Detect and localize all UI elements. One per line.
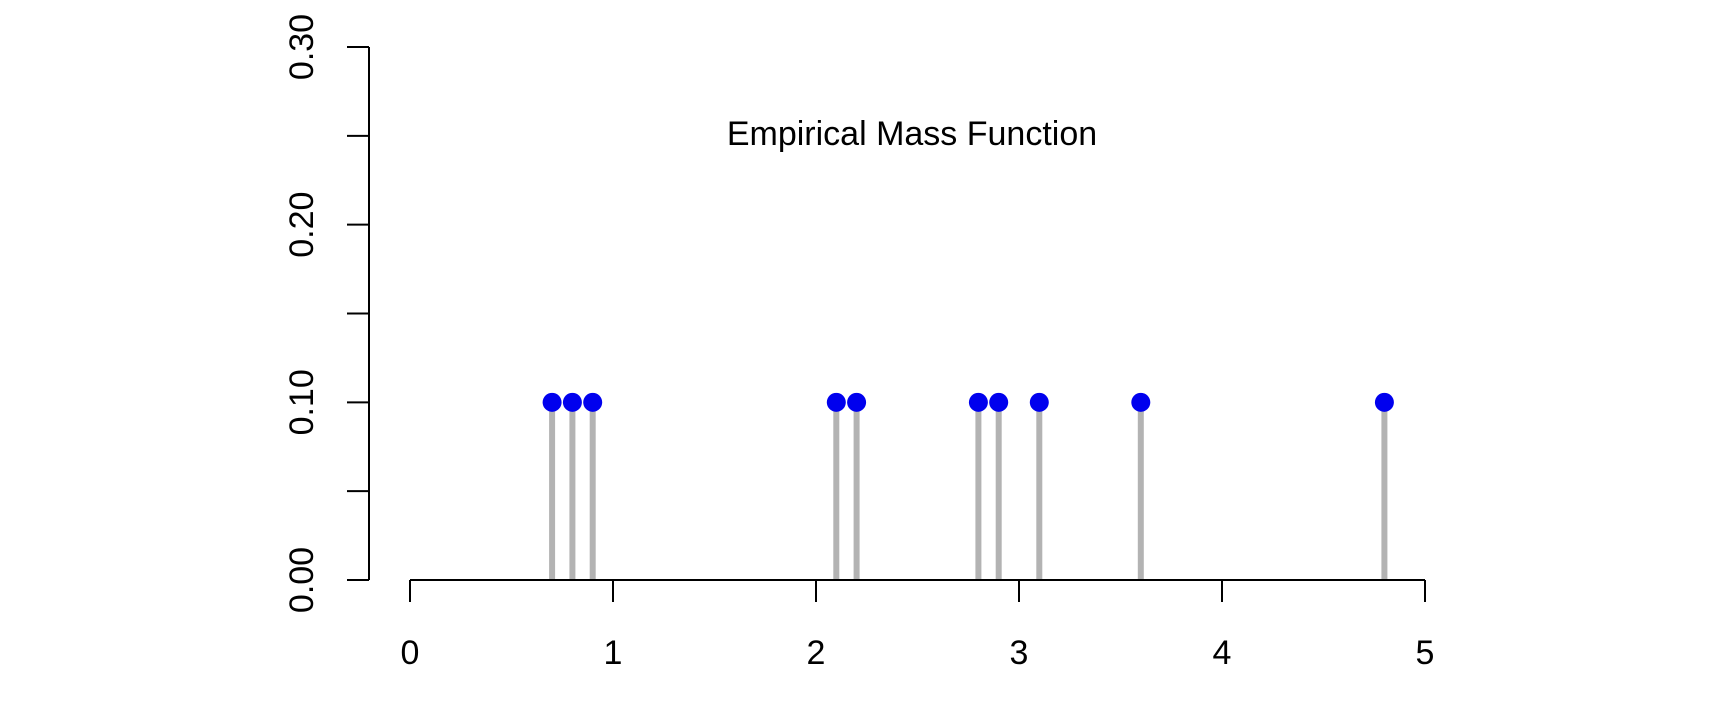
data-point xyxy=(968,392,988,412)
y-tick-label: 0.30 xyxy=(283,14,321,80)
y-tick-label: 0.10 xyxy=(283,369,321,435)
x-tick-label: 5 xyxy=(1416,634,1435,672)
x-tick-label: 2 xyxy=(807,634,826,672)
x-tick-label: 1 xyxy=(604,634,623,672)
x-tick-label: 4 xyxy=(1213,634,1232,672)
chart-title: Empirical Mass Function xyxy=(727,115,1097,153)
x-tick-label: 3 xyxy=(1010,634,1029,672)
data-point xyxy=(1029,392,1049,412)
data-point xyxy=(847,392,867,412)
data-point xyxy=(826,392,846,412)
y-tick-label: 0.00 xyxy=(283,547,321,613)
data-point xyxy=(562,392,582,412)
y-tick-label: 0.20 xyxy=(283,192,321,258)
data-point xyxy=(989,392,1009,412)
x-axis: 0 1 2 3 4 5 xyxy=(401,579,1435,672)
data-point xyxy=(583,392,603,412)
data-point xyxy=(1131,392,1151,412)
data-point xyxy=(1374,392,1394,412)
x-tick-label: 0 xyxy=(401,634,420,672)
y-axis: 0.00 0.10 0.20 0.30 xyxy=(283,14,370,613)
stem-lines xyxy=(549,402,1388,580)
data-point xyxy=(542,392,562,412)
data-points xyxy=(542,392,1394,412)
